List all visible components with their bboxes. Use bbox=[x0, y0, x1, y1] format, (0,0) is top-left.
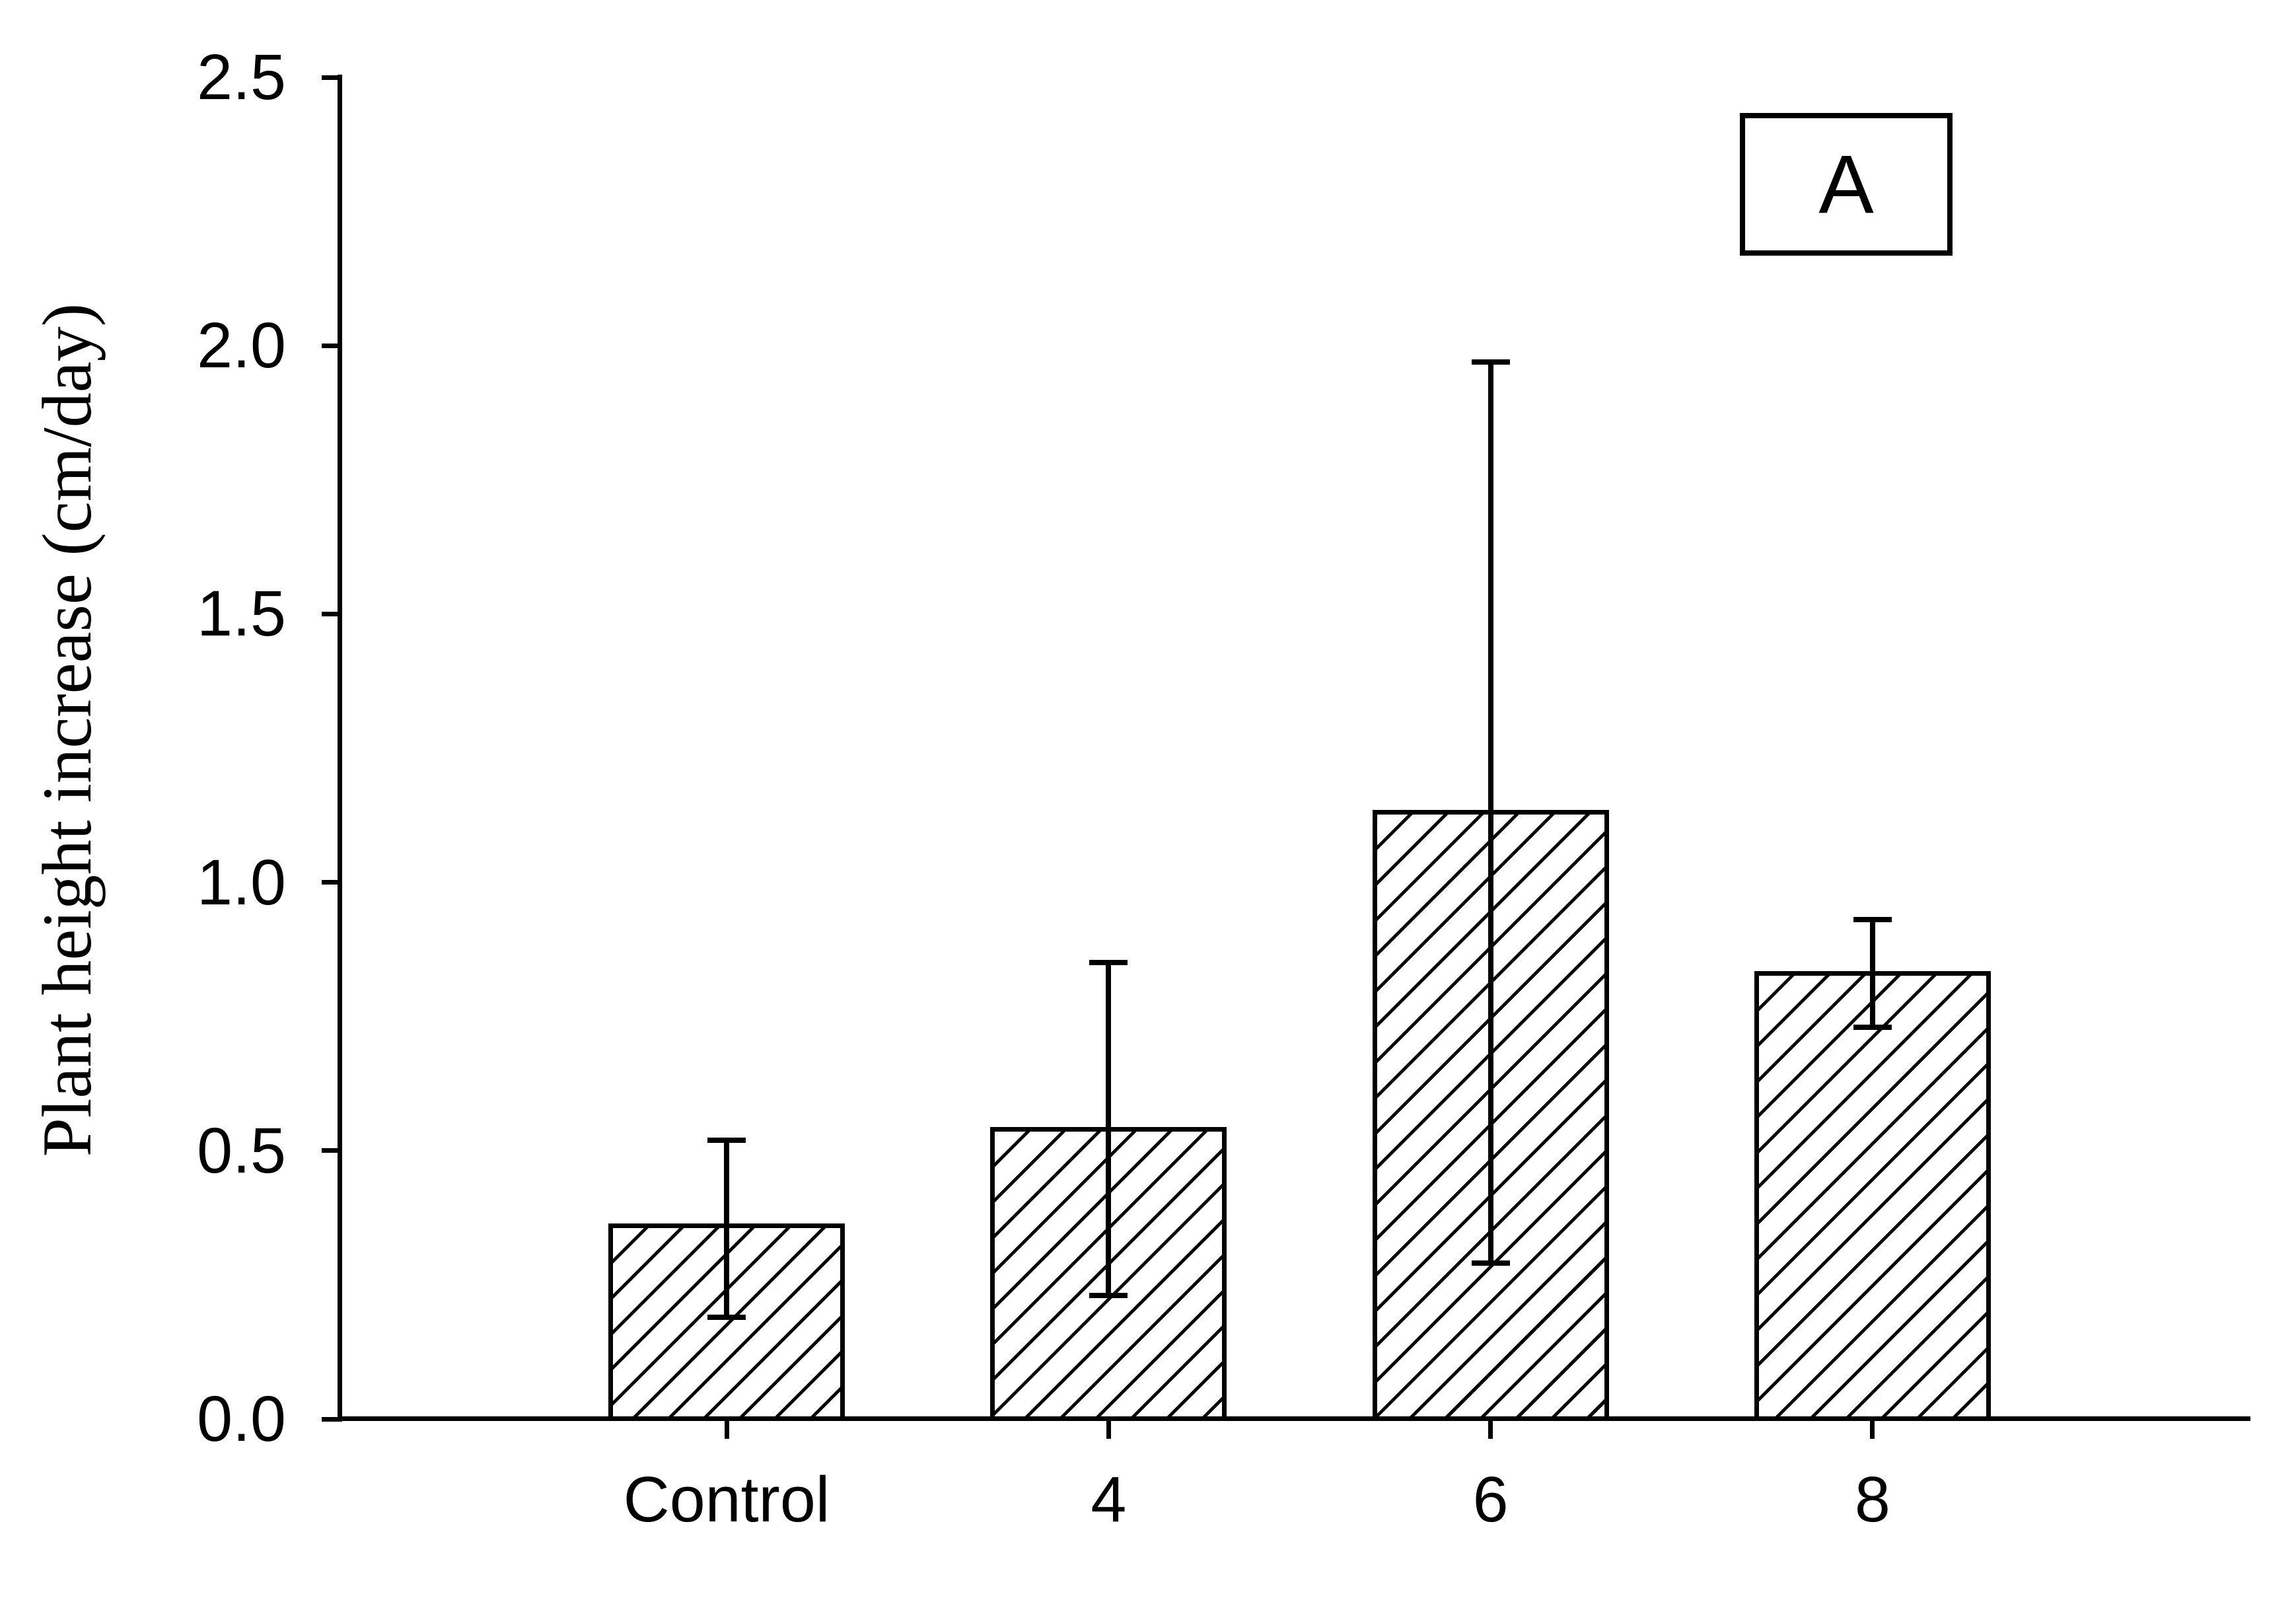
error-bar-bottom-cap-control bbox=[707, 1314, 746, 1320]
error-bar-top-cap-6 bbox=[1471, 359, 1510, 365]
y-tick-label-1-5: 1.5 bbox=[197, 577, 286, 650]
y-tick-label-2-5: 2.5 bbox=[197, 41, 286, 113]
y-tick-0-0 bbox=[322, 1416, 340, 1422]
x-tick-control bbox=[724, 1421, 729, 1439]
panel-label: A bbox=[1818, 138, 1874, 231]
error-bar-line-control bbox=[724, 1140, 729, 1317]
error-bar-top-cap-4 bbox=[1089, 960, 1128, 966]
x-tick-label-4: 4 bbox=[1091, 1463, 1127, 1535]
y-tick-label-0-0: 0.0 bbox=[197, 1383, 286, 1455]
error-bar-line-8 bbox=[1869, 920, 1875, 1027]
panel-label-box: A bbox=[1740, 113, 1953, 256]
y-tick-2-0 bbox=[322, 343, 340, 348]
error-bar-bottom-cap-8 bbox=[1853, 1024, 1892, 1030]
error-bar-line-6 bbox=[1488, 361, 1493, 1264]
y-tick-0-5 bbox=[322, 1148, 340, 1153]
x-axis-line bbox=[338, 1416, 2250, 1421]
x-tick-8 bbox=[1870, 1421, 1875, 1439]
x-tick-4 bbox=[1106, 1421, 1111, 1439]
y-tick-label-1-0: 1.0 bbox=[197, 846, 286, 918]
y-tick-2-5 bbox=[322, 75, 340, 80]
x-tick-6 bbox=[1488, 1421, 1493, 1439]
y-tick-label-0-5: 0.5 bbox=[197, 1114, 286, 1186]
error-bar-line-4 bbox=[1106, 963, 1112, 1296]
y-tick-1-5 bbox=[322, 611, 340, 616]
y-axis-line bbox=[338, 75, 342, 1422]
y-axis-title: Plant height increase (cm/day) bbox=[28, 303, 106, 1157]
x-tick-label-6: 6 bbox=[1472, 1463, 1509, 1535]
y-tick-1-0 bbox=[322, 880, 340, 885]
y-tick-label-2-0: 2.0 bbox=[197, 309, 286, 382]
error-bar-top-cap-8 bbox=[1853, 917, 1892, 923]
error-bar-bottom-cap-4 bbox=[1089, 1293, 1128, 1299]
x-tick-label-control: Control bbox=[623, 1463, 830, 1535]
bar-8 bbox=[1754, 971, 1991, 1422]
error-bar-top-cap-control bbox=[707, 1137, 746, 1143]
x-tick-label-8: 8 bbox=[1854, 1463, 1890, 1535]
error-bar-bottom-cap-6 bbox=[1471, 1260, 1510, 1266]
